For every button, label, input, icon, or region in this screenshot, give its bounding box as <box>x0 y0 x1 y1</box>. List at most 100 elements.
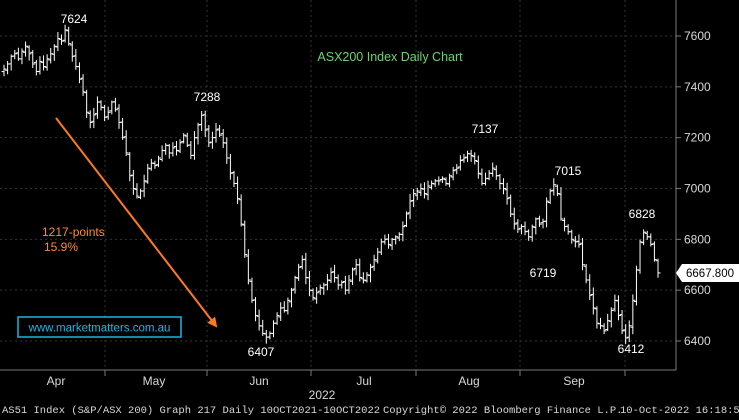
x-axis-tick-labels: Apr May Jun Jul Aug Sep <box>47 374 585 388</box>
last-price-tag: 6667.800 <box>676 264 739 282</box>
price-bar <box>278 302 284 321</box>
label-low-sep-early: 6719 <box>530 266 557 280</box>
price-bar <box>457 155 463 171</box>
price-bars <box>1 24 661 345</box>
annotation-fall-pct: 15.9% <box>44 240 78 254</box>
status-security: AS51 Index (S&P/ASX 200) Graph 217 Daily… <box>2 405 381 417</box>
price-bar <box>536 215 542 227</box>
price-bar <box>626 320 632 343</box>
price-bar <box>375 247 381 264</box>
price-bar <box>551 178 557 196</box>
price-bar <box>418 183 424 196</box>
price-bar <box>112 97 118 112</box>
price-bar <box>651 241 657 262</box>
price-bar <box>633 265 639 306</box>
price-bar <box>490 162 496 177</box>
price-bar <box>314 287 320 304</box>
y-tick-label: 7600 <box>684 29 711 43</box>
x-tick-label: May <box>143 374 166 388</box>
price-bar <box>87 110 93 129</box>
price-bar <box>403 211 409 228</box>
y-tick-label: 7000 <box>684 182 711 196</box>
price-bar <box>414 187 420 201</box>
price-bar <box>364 272 370 283</box>
price-bar <box>213 122 219 143</box>
last-price-value: 6667.800 <box>686 268 734 280</box>
price-bar <box>26 45 32 61</box>
price-bar <box>199 110 205 132</box>
price-bar <box>217 125 223 138</box>
price-bar <box>152 160 158 169</box>
price-bar <box>33 59 39 76</box>
price-bar <box>123 130 129 156</box>
price-bar <box>594 306 600 329</box>
price-bar <box>479 168 485 186</box>
price-bar <box>220 129 226 148</box>
price-bar <box>5 61 11 75</box>
price-bar <box>544 197 550 228</box>
price-bar <box>511 207 517 230</box>
price-bar <box>382 234 388 245</box>
label-peak-may: 7288 <box>194 90 221 104</box>
price-bar <box>393 235 399 245</box>
price-bar <box>461 153 467 163</box>
price-bar <box>12 49 18 60</box>
label-peak-oct: 6828 <box>629 207 656 221</box>
price-bar <box>590 287 596 315</box>
label-peak-apr: 7624 <box>61 12 88 26</box>
price-bar <box>51 44 57 61</box>
y-tick-label: 7200 <box>684 131 711 145</box>
price-bar <box>562 217 568 232</box>
price-bar <box>58 34 64 45</box>
price-bar <box>436 176 442 186</box>
price-bar <box>605 313 611 332</box>
price-bar <box>400 221 406 242</box>
price-bar <box>623 324 629 345</box>
decline-arrow <box>55 117 218 328</box>
y-axis-tick-labels: 6400 6600 6800 7000 7200 7400 7600 <box>676 29 711 348</box>
price-bar <box>587 274 593 301</box>
price-bar <box>565 224 571 235</box>
price-bar <box>37 56 43 75</box>
price-bar <box>371 254 377 271</box>
price-bar <box>439 176 445 184</box>
price-bar <box>173 140 179 156</box>
price-bar <box>472 152 478 165</box>
year-label: 2022 <box>309 388 336 402</box>
price-bar <box>547 188 553 205</box>
price-bar <box>235 176 241 204</box>
price-bar <box>105 106 111 120</box>
price-bar <box>267 331 273 340</box>
price-bar <box>328 267 334 283</box>
x-tick-label: Jul <box>356 374 371 388</box>
price-bar <box>447 173 453 188</box>
annotation-fall-points: 1217-points <box>42 225 105 239</box>
price-bar <box>339 280 345 289</box>
gridlines <box>0 0 676 376</box>
price-bar <box>242 220 248 258</box>
price-bar <box>288 287 294 308</box>
price-bar <box>515 219 521 233</box>
price-bar <box>69 41 75 62</box>
last-price-tag-shape <box>676 264 739 282</box>
price-bar <box>353 259 359 276</box>
y-tick-label: 6600 <box>684 283 711 297</box>
price-bar <box>159 145 165 162</box>
price-bar <box>8 54 14 71</box>
price-bar <box>529 224 535 242</box>
price-bar <box>443 177 449 186</box>
price-bar <box>421 182 427 199</box>
price-bar <box>332 264 338 283</box>
price-bar <box>76 62 82 84</box>
label-low-sep: 6412 <box>618 342 645 356</box>
price-bar <box>357 258 363 282</box>
price-bar <box>454 164 460 175</box>
price-bar <box>296 263 302 281</box>
price-bar <box>292 275 298 294</box>
price-bar <box>202 110 208 137</box>
price-bar <box>306 271 312 297</box>
price-bar <box>486 170 492 181</box>
status-timestamp: 10-Oct-2022 16:18:54 <box>620 405 739 417</box>
price-bar <box>127 151 133 182</box>
